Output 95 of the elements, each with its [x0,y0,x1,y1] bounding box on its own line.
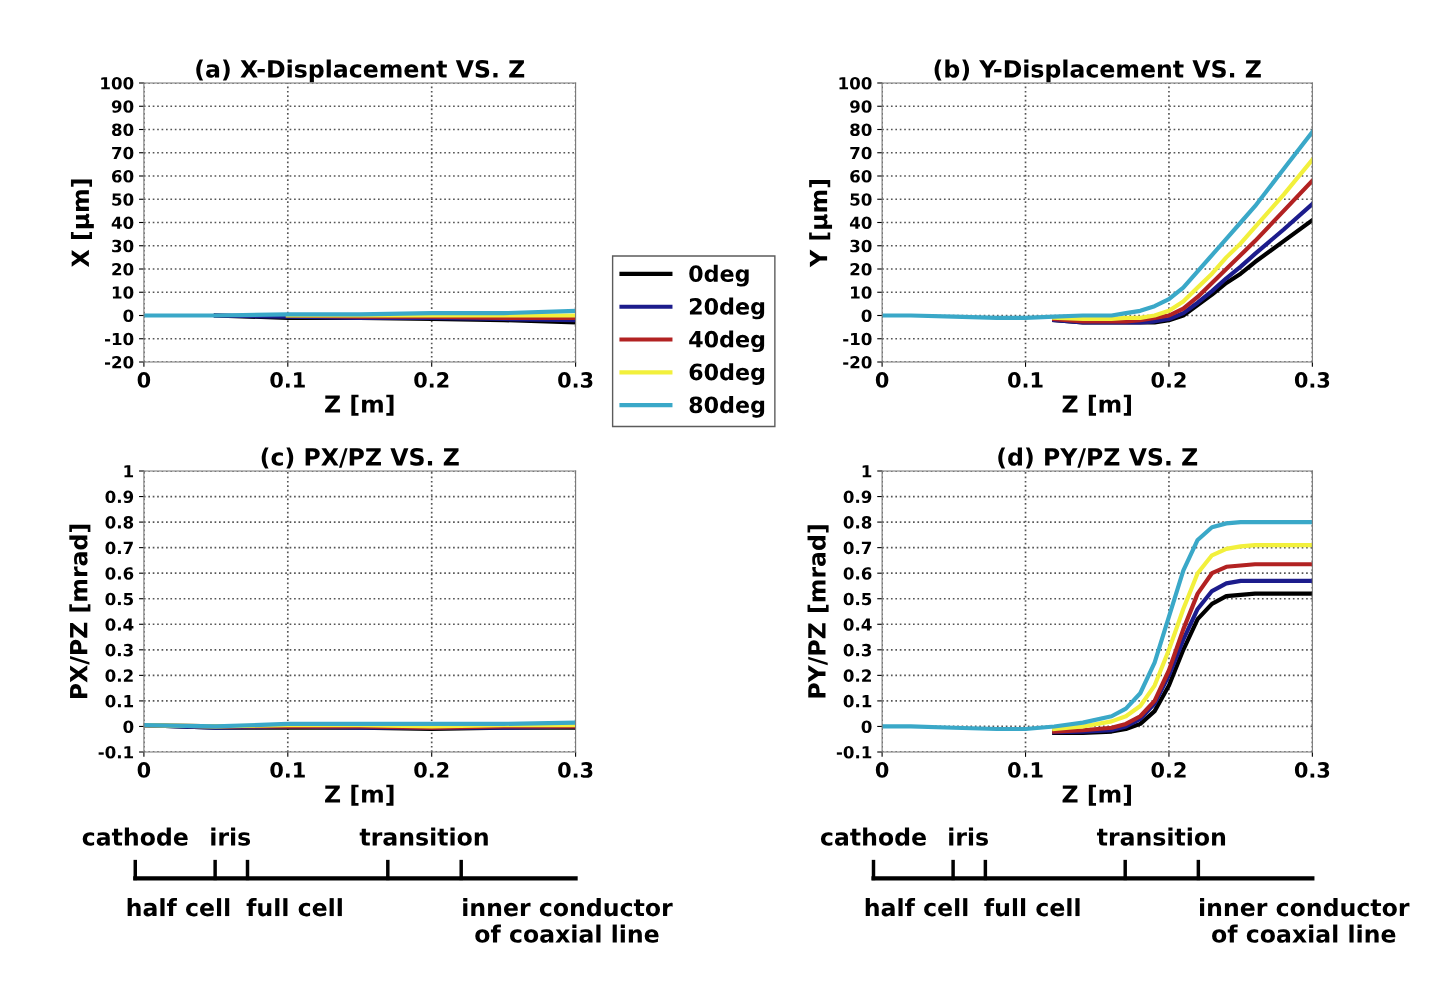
y-tick-label: 40 [849,216,872,230]
text: transition [1096,827,1226,846]
y-tick-label: 0 [861,309,872,323]
x-tick-label: 0.2 [1151,372,1186,388]
y-tick-label: 60 [112,169,134,183]
y-tick-label: 60 [850,169,872,183]
chart-title: (a) X-Displacement VS. Z [196,59,525,83]
y-tick-label: 1 [862,465,872,478]
y-tick-label: 70 [850,146,872,160]
y-tick-label: 0 [861,720,872,734]
text: half cell [865,898,968,917]
y-tick-label: 0.8 [843,516,872,529]
y-tick-label: 0.2 [843,669,871,682]
y-tick-label: 0.1 [843,694,872,708]
x-tick-label: 0.1 [270,762,305,778]
y-tick-label: 0.4 [843,618,872,631]
y-tick-label: 0.9 [105,490,134,504]
y-tick-label: 20 [112,262,134,276]
x-axis-title: Z [m] [1062,784,1131,806]
y-axis-title: PY/PZ [mrad] [807,525,829,698]
y-tick-label: -20 [104,355,134,369]
text: iris [211,827,251,846]
text: inner conductor of coaxial line [1200,898,1410,943]
chart-title: (c) PX/PZ VS. Z [261,447,459,469]
legend-label: 80deg [689,395,765,418]
y-tick-label: 0.5 [105,592,134,606]
x-tick-label: 0.3 [1294,372,1330,388]
y-tick-label: 100 [101,76,134,90]
y-tick-label: 50 [112,193,134,206]
y-tick-label: -10 [104,332,134,346]
y-tick-label: 20 [850,262,872,276]
y-axis-title: Y [μm] [809,180,833,268]
legend-label: 60deg [689,363,765,385]
y-tick-label: -0.1 [98,745,134,759]
y-tick-label: 30 [112,239,134,253]
y-tick-label: 0 [123,309,134,323]
x-tick-label: 0.2 [1151,762,1186,778]
x-axis-title: Z [m] [325,394,394,416]
y-tick-label: 30 [850,239,872,253]
x-tick-label: 0.1 [1008,372,1043,388]
text: iris [949,827,988,846]
y-tick-label: 80 [112,123,134,137]
text: cathode [820,827,926,846]
text: inner conductor of coaxial line [463,898,673,943]
text: half cell [127,898,230,917]
x-tick-label: 0.1 [1008,762,1043,778]
x-tick-label: 0.2 [414,372,449,388]
y-tick-label: 0.2 [105,669,133,682]
y-tick-label: 0.3 [843,643,872,657]
y-tick-label: 0.1 [105,694,134,708]
y-axis-title: X [μm] [70,179,94,268]
y-tick-label: 80 [850,123,872,137]
x-tick-label: 0.3 [558,762,593,778]
y-tick-label: 0.6 [105,567,134,580]
y-tick-label: 10 [112,286,134,299]
legend-label: 0deg [689,264,749,287]
y-tick-label: 10 [851,286,872,299]
y-tick-label: 0 [123,720,134,734]
legend-label: 20deg [689,297,765,320]
y-tick-label: 0.7 [843,541,872,555]
x-tick-label: 0 [137,372,151,388]
y-tick-label: 50 [850,193,872,206]
y-tick-label: 0.7 [105,541,133,555]
legend-label: 40deg [689,330,765,353]
y-tick-label: 0.3 [105,643,133,657]
x-tick-label: 0 [137,762,151,778]
y-tick-label: 90 [850,100,872,113]
y-axis-title: PX/PZ [mrad] [69,524,91,699]
y-tick-label: 0.8 [105,516,134,529]
text: transition [359,827,488,846]
text: full cell [246,898,342,917]
chart-title: (b) Y-Displacement VS. Z [934,59,1261,83]
y-tick-label: -10 [843,332,872,346]
y-tick-label: -20 [843,355,872,369]
x-axis-title: Z [m] [325,784,394,806]
y-tick-label: 1 [124,465,134,478]
x-tick-label: 0.3 [558,372,593,388]
y-tick-label: 0.6 [843,567,872,580]
y-tick-label: 0.9 [843,490,872,504]
y-tick-label: 0.5 [843,592,872,606]
y-tick-label: 40 [111,216,134,230]
x-tick-label: 0 [875,762,889,778]
x-tick-label: 0.1 [270,372,305,388]
x-axis-title: Z [m] [1062,394,1131,416]
text: cathode [82,827,188,846]
y-tick-label: 100 [839,76,872,90]
y-tick-label: -0.1 [836,745,872,759]
x-tick-label: 0 [875,372,889,388]
x-tick-label: 0.2 [414,762,449,778]
y-tick-label: 90 [111,100,134,113]
text: full cell [984,898,1080,917]
x-tick-label: 0.3 [1294,762,1330,778]
y-tick-label: 0.4 [105,618,134,631]
y-tick-label: 70 [112,146,134,160]
chart-title: (d) PY/PZ VS. Z [998,447,1198,469]
